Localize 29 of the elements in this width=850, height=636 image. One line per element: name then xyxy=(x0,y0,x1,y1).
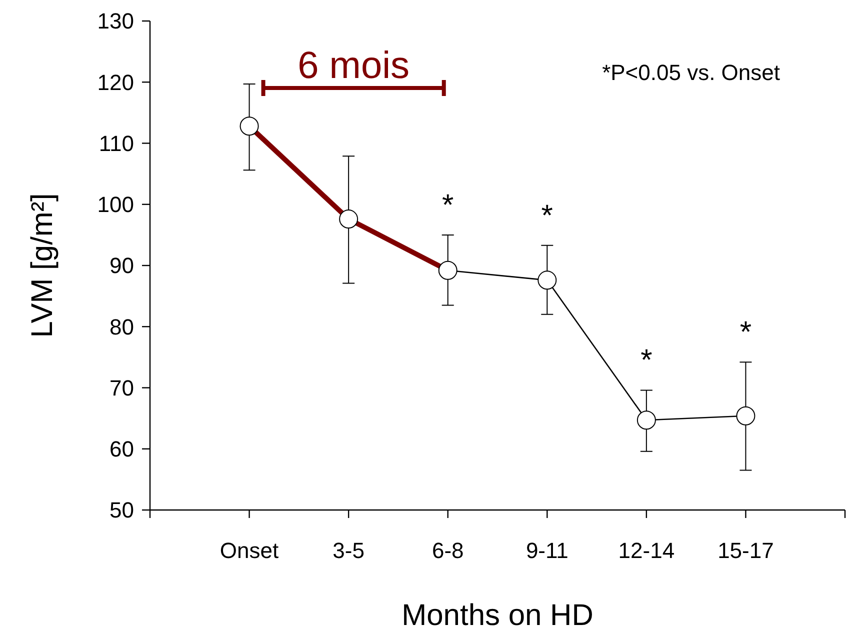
point xyxy=(339,210,358,229)
point xyxy=(438,260,458,280)
point xyxy=(736,406,756,426)
annotation: * xyxy=(541,199,554,232)
annotation: * xyxy=(442,188,454,222)
x-axis-title: Months on HD xyxy=(402,599,594,632)
y-tick-label: 70 xyxy=(110,375,134,400)
y-axis-title: LVM [g/m²] xyxy=(26,193,59,338)
x-tick-label: 3-5 xyxy=(332,538,364,563)
y-tick-label: 120 xyxy=(97,70,134,95)
x-tick-label: 6-8 xyxy=(432,538,464,563)
y-tick-label: 130 xyxy=(97,8,134,34)
annotation: *P<0.05 vs. Onset xyxy=(602,60,780,85)
y-tick-label: 90 xyxy=(110,253,134,278)
annotation: * xyxy=(740,316,752,350)
x-tick-label: 15-17 xyxy=(718,538,774,563)
x-tick-label: 9-11 xyxy=(526,538,568,563)
y-tick-label: 60 xyxy=(110,436,134,462)
x-tick-label: 12-14 xyxy=(618,538,675,563)
annotation: * xyxy=(640,344,653,378)
y-tick-label: 110 xyxy=(98,130,134,156)
point xyxy=(240,116,259,136)
x-tick-label: Onset xyxy=(220,538,279,563)
point xyxy=(636,410,656,430)
annotation: 6 mois xyxy=(298,45,410,87)
y-tick-label: 80 xyxy=(110,314,134,340)
y-tick-label: 50 xyxy=(110,498,134,523)
point xyxy=(538,270,557,290)
y-tick-label: 100 xyxy=(97,192,134,218)
